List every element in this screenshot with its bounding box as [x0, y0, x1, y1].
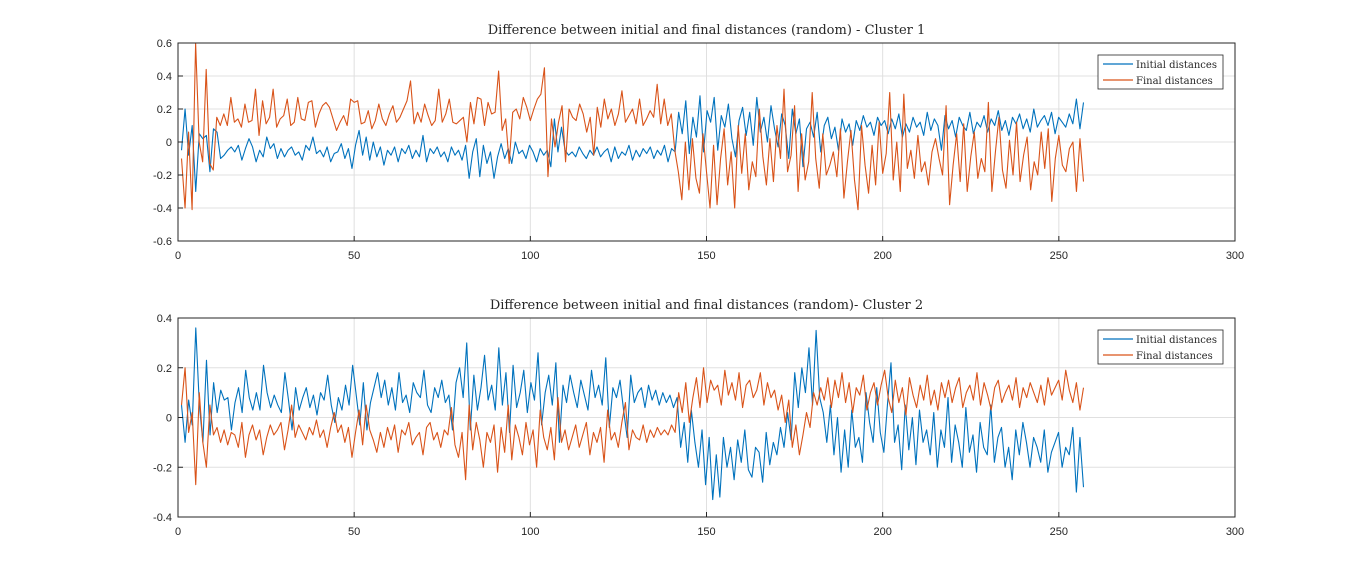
x-tick-label: 300 [1226, 526, 1244, 538]
series-line-final-distances [180, 42, 1085, 211]
y-tick-label: 0 [166, 413, 172, 425]
x-tick-label: 150 [697, 250, 715, 262]
x-tick-label: 0 [175, 250, 181, 262]
y-tick-label: 0.2 [157, 104, 172, 116]
y-tick-label: 0.6 [157, 38, 172, 50]
y-tick-label: 0 [166, 137, 172, 149]
plot-area-1: 0 50 100 150 200 250 300 -0.6 -0.4 -0.2 0 0.2 0.4 0.6 [153, 38, 1244, 262]
y-tick-label: -0.2 [153, 462, 172, 474]
y-tick-label: 0.2 [157, 363, 172, 375]
x-tick-label: 150 [697, 526, 715, 538]
series-layer [180, 42, 1085, 211]
y-tick-label: 0.4 [157, 71, 172, 83]
x-tick-label: 250 [1050, 250, 1068, 262]
series-line-final-distances [180, 367, 1085, 486]
y-tick-label: -0.4 [153, 512, 172, 524]
plot-cluster-1: 0 50 100 150 200 250 300 -0.6 -0.4 -0.2 0 0.2 0.4 0.6… [153, 23, 1244, 262]
x-tick-label: 50 [348, 526, 360, 538]
legend-label-initial: Initial distances [1136, 60, 1217, 71]
x-tick-label: 200 [873, 250, 891, 262]
series-line-initial-distances [180, 95, 1085, 193]
y-tick-label: 0.4 [157, 313, 172, 325]
legend-box [1097, 54, 1224, 90]
legend-box [1097, 329, 1224, 365]
x-tick-label: 100 [521, 250, 539, 262]
x-tick-label: 200 [873, 526, 891, 538]
x-tick-label: 300 [1226, 250, 1244, 262]
x-tick-label: 50 [348, 250, 360, 262]
series-line-initial-distances [180, 327, 1085, 501]
x-tick-label: 100 [521, 526, 539, 538]
plot-area-2: 0 50 100 150 200 250 300 -0.4 -0.2 0 0.2 0.4 [153, 313, 1244, 538]
series-layer [180, 327, 1085, 501]
y-tick-label: -0.6 [153, 236, 172, 248]
legend-label-initial: Initial distances [1136, 335, 1217, 346]
legend: Initial distances Final distances [1097, 329, 1224, 365]
legend: Initial distances Final distances [1097, 54, 1224, 90]
plot-title: Difference between initial and final dis… [488, 23, 926, 38]
legend-label-final: Final distances [1136, 76, 1213, 87]
axis-ticks: 0 50 100 150 200 250 300 -0.4 -0.2 0 0.2 0.4 [153, 313, 1244, 538]
plot-title: Difference between initial and final dis… [490, 298, 923, 313]
x-tick-label: 0 [175, 526, 181, 538]
plot-cluster-2: 0 50 100 150 200 250 300 -0.4 -0.2 0 0.2 0.4 Differ… [153, 298, 1244, 538]
y-tick-label: -0.2 [153, 170, 172, 182]
x-tick-label: 250 [1050, 526, 1068, 538]
legend-label-final: Final distances [1136, 351, 1213, 362]
axis-ticks: 0 50 100 150 200 250 300 -0.6 -0.4 -0.2 0 0.2 0.4 0.6 [153, 38, 1244, 262]
y-tick-label: -0.4 [153, 203, 172, 215]
